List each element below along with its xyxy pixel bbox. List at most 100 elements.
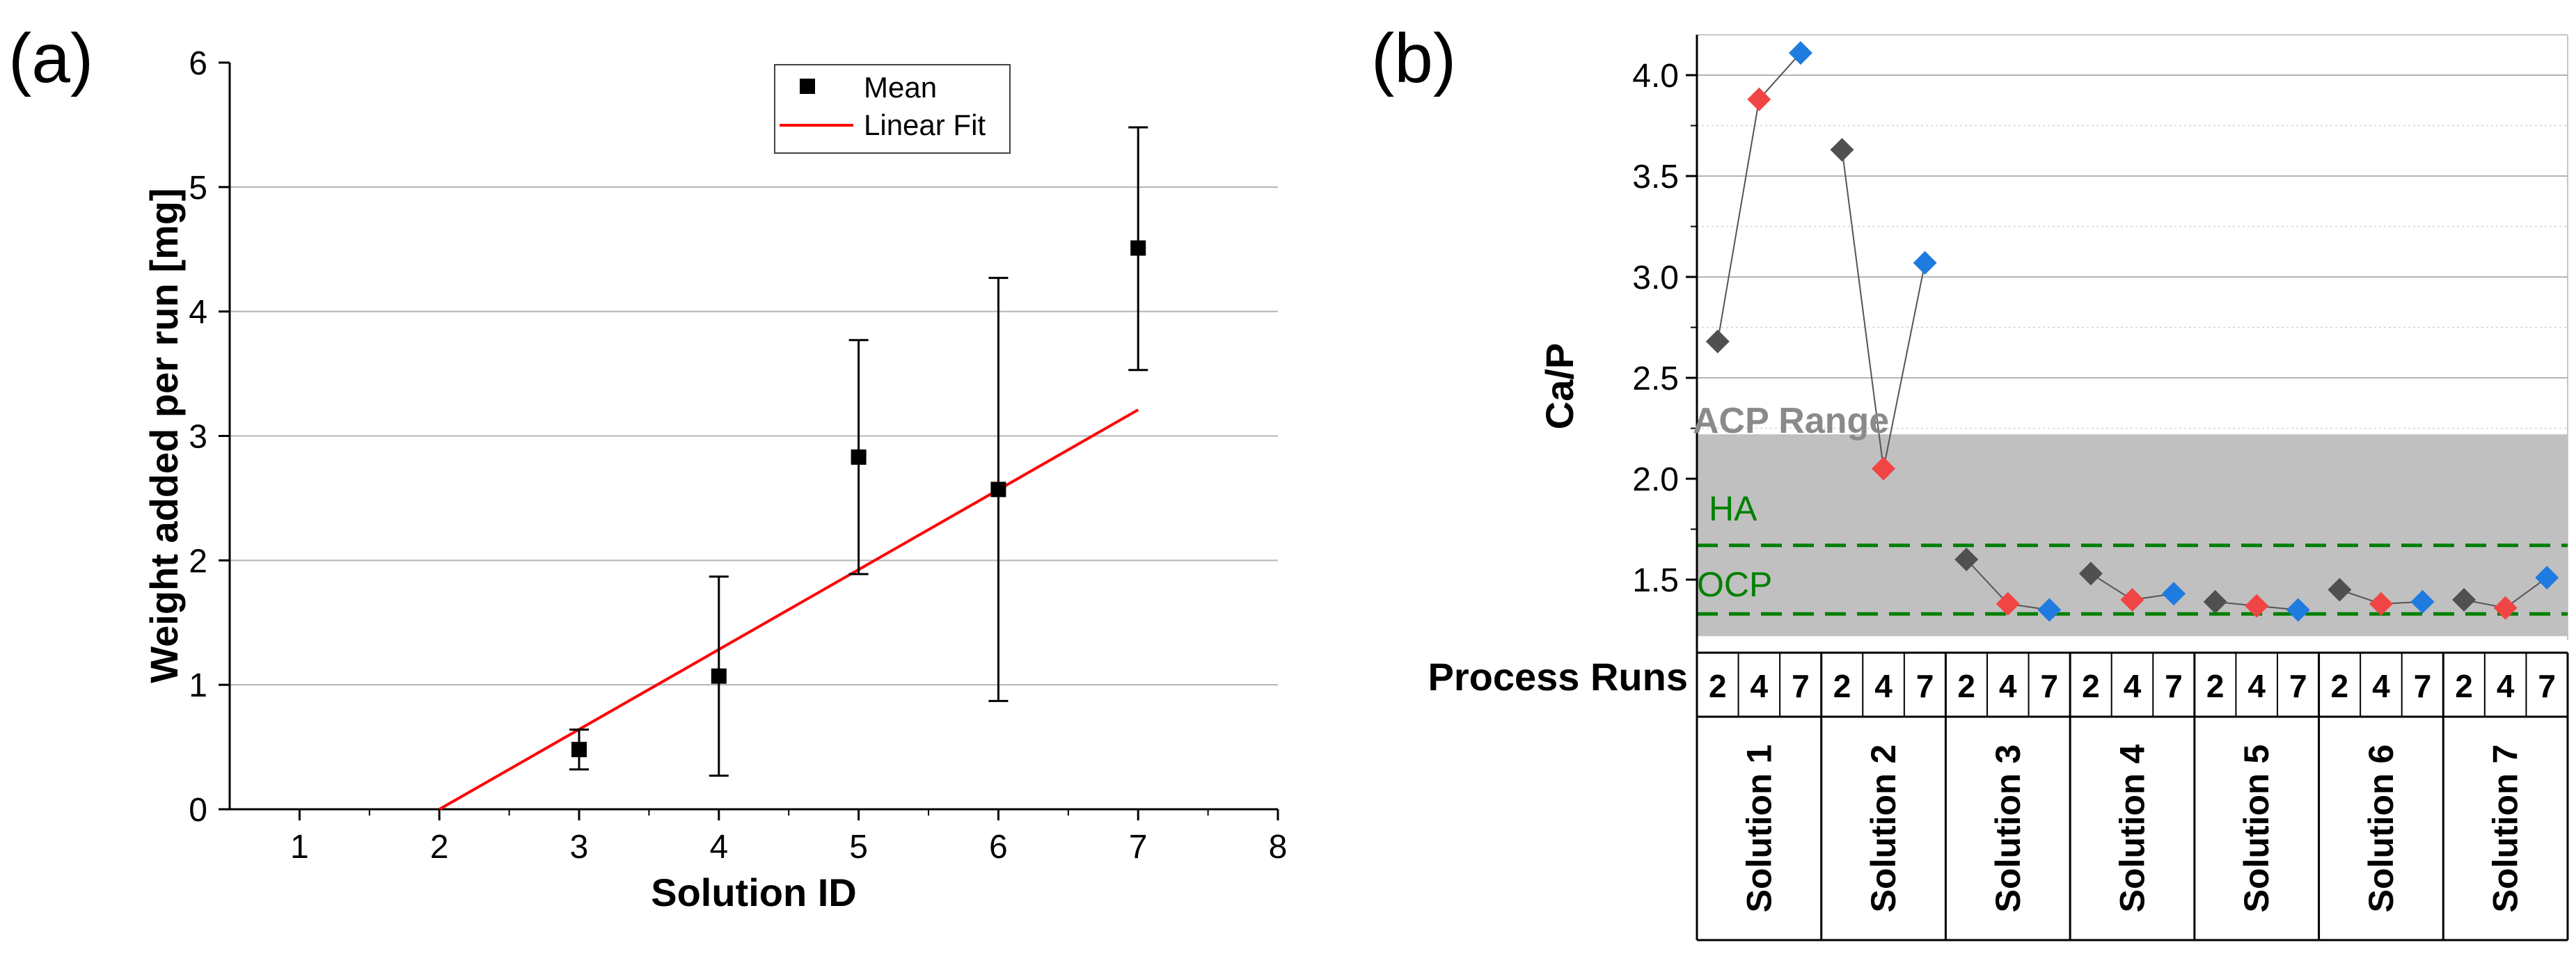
panel-a-y-title: Weight added per run [mg] (142, 188, 186, 683)
connector-s2-2-4 (1841, 150, 1885, 469)
solution-label-5: Solution 5 (2237, 745, 2276, 913)
b-y-tick-label-3.5: 3.5 (1632, 159, 1679, 196)
panel-a-x-title: Solution ID (651, 870, 857, 914)
diamond-s7-run4 (2493, 596, 2518, 620)
run-label-s5-7: 7 (2289, 668, 2307, 704)
y-tick-label-2: 2 (189, 543, 207, 580)
diamond-s1-run7 (1788, 41, 1812, 65)
connector-s1-2-4 (1716, 99, 1760, 342)
b-y-tick-label-2.0: 2.0 (1632, 461, 1679, 498)
run-label-s7-2: 2 (2455, 668, 2473, 704)
x-tick-label-2: 2 (430, 829, 449, 866)
legend-fit-label: Linear Fit (864, 109, 986, 141)
solution-label-2: Solution 2 (1864, 745, 1903, 913)
panel-a-y-ticks: 0 1 2 3 4 5 6 (189, 45, 230, 829)
connector-s3-2-4 (1966, 559, 2009, 605)
run-label-s1-7: 7 (1792, 668, 1810, 704)
panel-b-points-layer (1705, 41, 2559, 622)
y-tick-label-1: 1 (189, 667, 207, 704)
panel-b-letter: (b) (1371, 19, 1456, 97)
diamond-s7-run7 (2535, 566, 2559, 590)
diamond-s1-run2 (1705, 329, 1730, 353)
run-label-s5-4: 4 (2247, 668, 2266, 704)
run-label-s3-2: 2 (1957, 668, 1975, 704)
x-tick-label-5: 5 (849, 829, 868, 866)
diamond-s7-run2 (2452, 588, 2476, 612)
ha-label: HA (1709, 489, 1757, 528)
y-tick-label-4: 4 (189, 294, 207, 331)
connector-s7-4-7 (2505, 577, 2547, 609)
b-y-tick-label-2.5: 2.5 (1632, 360, 1679, 397)
mean-marker-5 (851, 449, 867, 465)
panel-a-fit-layer (438, 408, 1139, 811)
panel-b-y-ticks: 1.5 2.0 2.5 3.0 3.5 4.0 (1632, 58, 1697, 599)
diamond-s2-run7 (1913, 251, 1937, 275)
diamond-s6-run7 (2410, 589, 2435, 614)
run-label-s4-4: 4 (2124, 668, 2142, 704)
run-label-s4-2: 2 (2082, 668, 2100, 704)
diamond-s6-run2 (2328, 578, 2352, 602)
panel-b-reference-layer (1697, 543, 2568, 616)
diamond-s2-run2 (1830, 138, 1854, 162)
run-label-s1-4: 4 (1751, 668, 1769, 704)
run-label-s2-2: 2 (1833, 668, 1851, 704)
panel-a-legend: Mean Linear Fit (774, 64, 1011, 154)
mean-marker-7 (1130, 240, 1146, 256)
solution-label-1: Solution 1 (1739, 745, 1778, 913)
panel-b-background-layer (1697, 34, 2568, 640)
run-label-s2-7: 7 (1916, 668, 1934, 704)
x-tick-label-7: 7 (1129, 829, 1148, 866)
connector-s1-4-7 (1758, 52, 1801, 100)
y-tick-label-6: 6 (189, 45, 207, 82)
diamond-s5-run7 (2286, 598, 2310, 622)
y-tick-label-5: 5 (189, 170, 207, 207)
diamond-s4-run7 (2162, 582, 2186, 606)
diamond-s5-run4 (2245, 594, 2269, 618)
panel-a-points-layer (569, 126, 1148, 777)
run-label-s6-7: 7 (2414, 668, 2432, 704)
panel-b: (b) 1.5 2.0 2.5 3.0 3.5 4.0 Ca/P ACP Range HA… (1371, 19, 2569, 941)
y-tick-label-0: 0 (189, 792, 207, 829)
x-tick-label-4: 4 (709, 829, 728, 866)
diamond-s2-run4 (1872, 456, 1896, 481)
diamond-s3-run7 (2037, 598, 2062, 622)
run-label-s5-2: 2 (2206, 668, 2225, 704)
diamond-s3-run2 (1954, 548, 1979, 571)
mean-marker-3 (571, 742, 587, 758)
panel-a-gridlines (230, 186, 1278, 686)
b-y-tick-label-1.5: 1.5 (1632, 562, 1679, 599)
ocp-label: OCP (1697, 565, 1772, 604)
panel-a-letter: (a) (8, 19, 93, 97)
b-y-tick-label-4.0: 4.0 (1632, 58, 1679, 95)
run-label-s7-7: 7 (2538, 668, 2556, 704)
run-label-s4-7: 7 (2165, 668, 2183, 704)
legend-mean-marker (800, 79, 815, 94)
linear-fit-line (438, 408, 1139, 811)
b-y-tick-label-3.0: 3.0 (1632, 260, 1679, 296)
run-label-s7-4: 4 (2497, 668, 2515, 704)
solution-label-7: Solution 7 (2486, 745, 2525, 913)
diamond-s4-run4 (2120, 588, 2144, 612)
acp-range-label: ACP Range (1693, 401, 1889, 441)
run-label-s6-2: 2 (2331, 668, 2349, 704)
diamond-s3-run4 (1996, 591, 2020, 616)
run-label-s1-2: 2 (1709, 668, 1727, 704)
connector-s2-4-7 (1883, 262, 1926, 469)
x-tick-label-3: 3 (570, 829, 589, 866)
solution-label-4: Solution 4 (2113, 744, 2152, 912)
x-tick-label-6: 6 (989, 829, 1008, 866)
x-tick-label-1: 1 (290, 829, 309, 866)
mean-marker-4 (711, 668, 727, 684)
diamond-s5-run2 (2203, 589, 2227, 614)
y-tick-label-3: 3 (189, 419, 207, 456)
legend-mean-label: Mean (864, 71, 937, 104)
run-label-s3-7: 7 (2041, 668, 2059, 704)
diamond-s4-run2 (2078, 562, 2103, 586)
run-label-s3-4: 4 (1999, 668, 2017, 704)
process-runs-label: Process Runs (1428, 655, 1689, 699)
panel-b-y-title: Ca/P (1538, 343, 1581, 430)
x-tick-label-8: 8 (1269, 829, 1288, 866)
run-label-s6-4: 4 (2372, 668, 2390, 704)
